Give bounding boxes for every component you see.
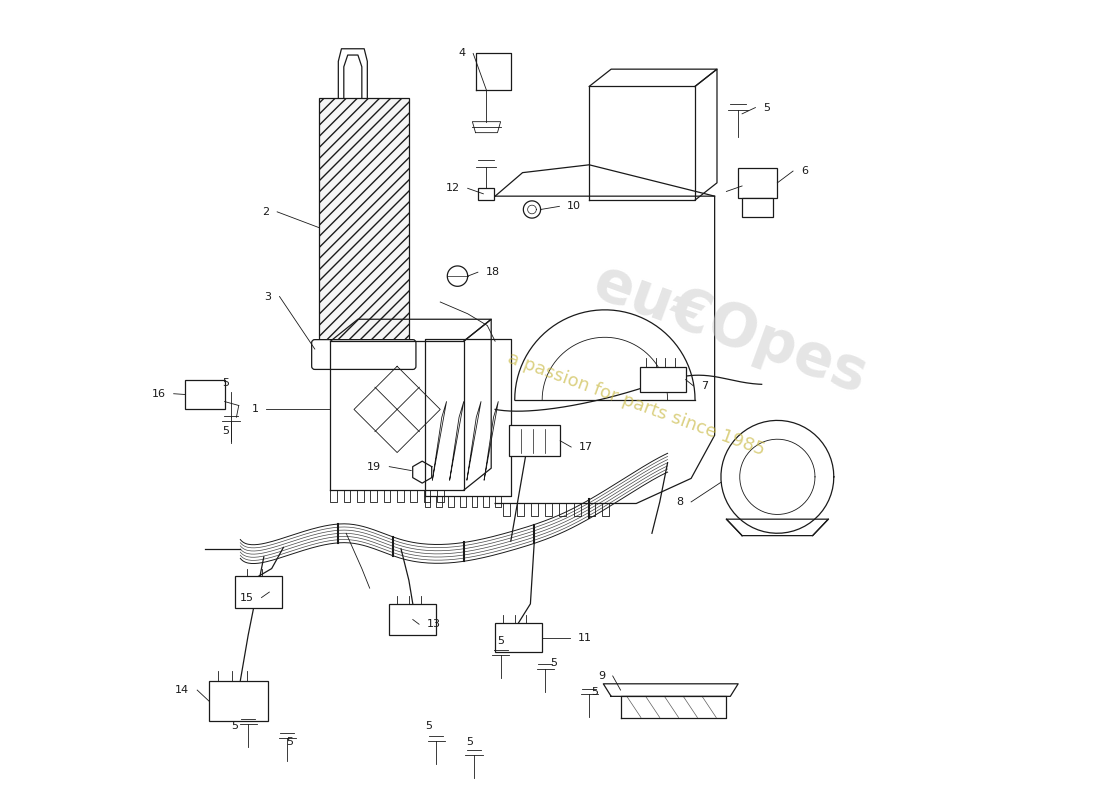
Bar bbox=[640, 367, 685, 392]
Text: 19: 19 bbox=[367, 462, 382, 472]
Text: 6: 6 bbox=[801, 166, 807, 176]
Text: 15: 15 bbox=[240, 593, 254, 602]
Text: eu€Opes: eu€Opes bbox=[585, 254, 876, 406]
Text: 16: 16 bbox=[152, 389, 166, 398]
Text: a passion for parts since 1985: a passion for parts since 1985 bbox=[505, 349, 768, 459]
Text: 5: 5 bbox=[591, 686, 598, 697]
Bar bbox=[209, 681, 267, 722]
Text: 17: 17 bbox=[579, 442, 593, 452]
Text: 5: 5 bbox=[231, 721, 239, 731]
Text: 14: 14 bbox=[175, 685, 189, 695]
Bar bbox=[389, 604, 437, 635]
Bar bbox=[234, 576, 282, 608]
Text: 5: 5 bbox=[425, 721, 432, 731]
Text: 2: 2 bbox=[262, 207, 270, 217]
Bar bbox=[477, 187, 494, 200]
Bar bbox=[319, 98, 409, 341]
Text: 3: 3 bbox=[265, 291, 272, 302]
Text: 5: 5 bbox=[286, 737, 294, 747]
Text: 5: 5 bbox=[222, 426, 229, 436]
Text: 1: 1 bbox=[252, 405, 258, 414]
Text: 5: 5 bbox=[763, 102, 770, 113]
Bar bbox=[509, 425, 560, 457]
Text: 5: 5 bbox=[550, 658, 558, 668]
Text: 10: 10 bbox=[568, 202, 581, 211]
Bar bbox=[738, 168, 778, 198]
Bar bbox=[186, 380, 224, 410]
Text: 5: 5 bbox=[466, 737, 473, 747]
Bar bbox=[495, 622, 542, 653]
Text: 8: 8 bbox=[676, 497, 683, 507]
FancyBboxPatch shape bbox=[311, 340, 416, 370]
Text: 13: 13 bbox=[427, 619, 441, 630]
Text: 12: 12 bbox=[446, 183, 460, 194]
Text: 11: 11 bbox=[578, 633, 592, 642]
Bar bbox=[742, 198, 773, 218]
Text: 18: 18 bbox=[486, 267, 499, 278]
Text: 5: 5 bbox=[497, 637, 504, 646]
Text: 5: 5 bbox=[222, 378, 229, 388]
Text: 7: 7 bbox=[702, 381, 708, 391]
Text: 9: 9 bbox=[597, 671, 605, 681]
Text: 4: 4 bbox=[459, 49, 465, 58]
